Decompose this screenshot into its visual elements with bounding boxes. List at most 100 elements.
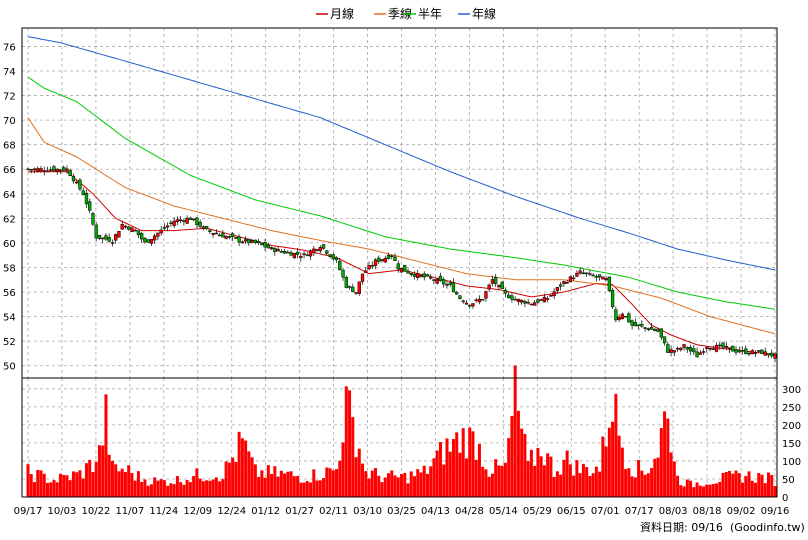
volume-bar [728,470,732,497]
candle-body [607,276,612,292]
footer-source: (Goodinfo.tw) [730,521,805,534]
volume-bar [198,478,202,497]
volume-bar [448,451,452,497]
candle-body [380,259,384,261]
candle-body [188,217,193,220]
volume-bars [26,365,777,497]
candle-body [571,277,576,280]
candle-body [542,296,547,303]
volume-bar [672,461,676,497]
candle-body [724,345,728,348]
volume-bar [257,476,261,497]
volume-bar [464,458,468,497]
candle-body [620,313,625,319]
volume-bar [104,394,108,497]
candle-body [250,240,254,243]
date-tick-label: 10/03 [48,506,77,517]
candle-body [659,328,663,338]
candle-body [640,323,644,327]
volume-bar [240,438,244,497]
candle-body [110,242,115,244]
candle-body [737,349,741,353]
candle-body [575,272,579,277]
candle-body [455,292,459,295]
candle-body [740,350,745,352]
volume-bar [117,471,121,497]
volume-bar [344,386,348,497]
candle-body [234,237,238,239]
candle-body [708,347,712,350]
volume-bar [201,481,205,497]
candle-body [289,252,293,256]
candle-body [201,226,206,229]
volume-bar [166,485,170,497]
date-tick-label: 08/03 [659,506,688,517]
candle-body [419,275,423,277]
volume-bar [435,450,439,497]
volume-bar [627,468,631,497]
volume-bar [604,446,608,497]
candle-body [91,213,95,225]
candle-body [546,298,550,300]
date-tick-label: 11/24 [149,506,178,517]
candle-body [101,237,105,240]
price-tick-label: 54 [3,313,16,324]
volume-bar [45,482,49,497]
volume-bar [715,483,719,497]
candle-body [562,281,566,284]
volume-bar [611,421,615,497]
candle-body [513,298,517,301]
volume-bar [331,470,335,497]
volume-bar [130,473,134,497]
candle-body [104,235,108,240]
volume-bar [581,463,585,497]
volume-bar [646,473,650,497]
volume-bar [62,474,66,497]
volume-bar [185,480,189,497]
ma-line-3 [27,36,776,271]
candle-body [507,294,511,299]
candle-body [273,248,277,252]
volume-grid [22,378,777,497]
volume-bar [114,464,118,497]
price-tick-label: 60 [3,239,16,250]
candle-body [269,247,274,250]
volume-bar [335,469,339,497]
volume-bar [669,452,673,497]
volume-bar [42,473,46,497]
candle-body [474,299,478,302]
volume-bar [205,480,209,497]
candle-body [500,281,504,290]
volume-bar [760,474,764,497]
candle-body [32,168,37,171]
candle-body [656,329,660,332]
candle-body [773,353,777,359]
candle-body [55,168,59,172]
volume-bar [195,468,199,497]
volume-bar [188,482,192,497]
volume-bar [676,475,680,497]
candle-body [568,276,573,283]
candle-body [295,251,300,255]
candle-body [623,315,628,318]
candle-body [312,248,316,254]
volume-bar [192,475,196,497]
candle-body [127,226,131,230]
volume-bar [731,473,735,497]
candle-body [318,247,322,252]
volume-bar [270,473,274,497]
volume-bar [497,465,501,497]
candle-body [123,225,128,228]
date-tick-label: 03/25 [387,506,416,517]
volume-bar [734,470,738,497]
volume-bar [429,466,433,497]
volume-bar [458,452,462,497]
volume-bar [614,393,618,497]
candle-body [364,270,368,273]
volume-bar [68,480,72,497]
candle-body [52,166,56,171]
candle-body [282,251,287,254]
volume-bar [529,449,533,497]
volume-bar [400,474,403,497]
candle-body [653,328,657,332]
